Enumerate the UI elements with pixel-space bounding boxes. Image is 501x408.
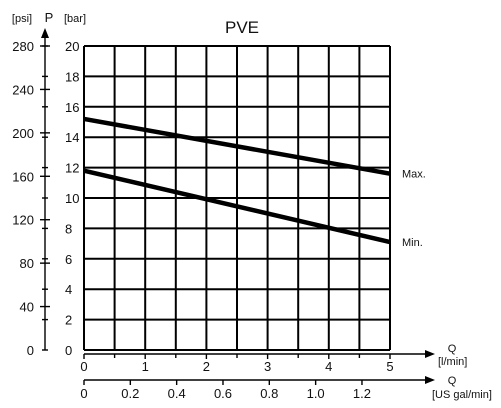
y-bar-tick-label: 0	[65, 343, 72, 358]
y-bar-tick-label: 6	[65, 252, 72, 267]
x-axis-lmin-arrow	[425, 350, 435, 358]
y-axis-arrow	[41, 28, 49, 38]
x-gal-tick-label: 1.2	[353, 386, 371, 401]
y-bar-tick-label: 10	[65, 191, 79, 206]
x-gal-tick-label: 0	[80, 386, 87, 401]
x-gal-tick-label: 0.6	[214, 386, 232, 401]
y-bar-tick-label: 16	[65, 100, 79, 115]
y-bar-tick-label: 14	[65, 130, 79, 145]
series-line	[83, 116, 391, 176]
y-psi-tick-label: 160	[12, 169, 34, 184]
x-lmin-tick-label: 4	[325, 359, 332, 374]
y-psi-tick-label: 240	[12, 82, 34, 97]
grid	[83, 45, 391, 351]
y-bar-tick-label: 20	[65, 39, 79, 54]
x-gal-tick-label: 0.4	[168, 386, 186, 401]
series-label: Max.	[402, 169, 426, 181]
x-axis-gal-arrow	[425, 376, 435, 384]
y-psi-tick-label: 280	[12, 39, 34, 54]
y-psi-tick-label: 0	[27, 343, 34, 358]
y-psi-tick-label: 80	[20, 256, 34, 271]
series-label: Min.	[402, 237, 423, 249]
x-gal-tick-label: 1.0	[307, 386, 325, 401]
y-axis-symbol: P	[45, 10, 54, 25]
y-unit-psi: [psi]	[12, 13, 32, 25]
y-unit-bar: [bar]	[64, 13, 86, 25]
y-bar-tick-label: 2	[65, 313, 72, 328]
x-gal-tick-label: 0.2	[121, 386, 139, 401]
x-axis-symbol-lmin: Q	[448, 343, 457, 355]
y-bar-tick-label: 12	[65, 161, 79, 176]
y-bar-tick-label: 8	[65, 221, 72, 236]
series-lines: Max. Min.	[83, 116, 426, 249]
x-lmin-tick-label: 5	[386, 359, 393, 374]
x-lmin-tick-label: 0	[80, 359, 87, 374]
y-psi-tick-label: 200	[12, 126, 34, 141]
axes	[40, 28, 435, 385]
x-unit-gal: [US gal/min]	[432, 389, 492, 401]
series-line	[83, 168, 391, 245]
x-gal-tick-label: 0.8	[260, 386, 278, 401]
x-lmin-tick-label: 3	[264, 359, 271, 374]
x-lmin-tick-label: 1	[142, 359, 149, 374]
y-psi-tick-label: 40	[20, 300, 34, 315]
x-unit-lmin: [l/min]	[438, 356, 467, 368]
chart-title: PVE	[225, 18, 259, 37]
x-axis-symbol-gal: Q	[448, 375, 457, 387]
y-bar-tick-label: 4	[65, 282, 72, 297]
x-lmin-tick-label: 2	[203, 359, 210, 374]
y-psi-tick-label: 120	[12, 213, 34, 228]
y-bar-tick-label: 18	[65, 69, 79, 84]
